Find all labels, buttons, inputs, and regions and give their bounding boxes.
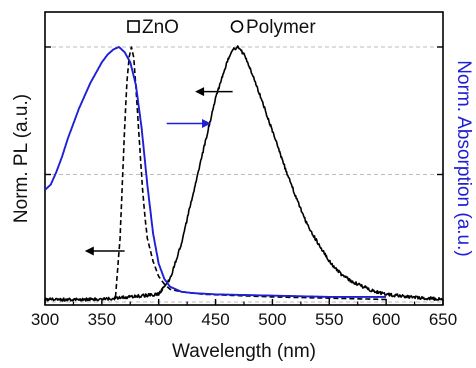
x-tick-label-300: 300 xyxy=(31,310,59,329)
x-tick-label-500: 500 xyxy=(258,310,286,329)
axis-ticks: 300 350 400 450 500 550 600 650 xyxy=(31,46,457,329)
y-axis-right-title: Norm. Absorption (a.u.) xyxy=(453,60,474,256)
legend-polymer-label: Polymer xyxy=(246,17,316,38)
arrow-left-head-0 xyxy=(195,87,205,97)
x-axis-title: Wavelength (nm) xyxy=(172,341,316,362)
arrow-left-head-2 xyxy=(84,246,94,256)
series-line-1 xyxy=(44,45,444,302)
data-series xyxy=(44,45,444,302)
series-line-0 xyxy=(114,46,387,301)
axis-arrows xyxy=(84,87,233,256)
arrow-right-head-1 xyxy=(202,119,212,128)
legend-zno-label: ZnO xyxy=(142,17,179,38)
x-tick-label-450: 450 xyxy=(201,310,229,329)
plot-frame xyxy=(44,11,444,306)
x-tick-label-550: 550 xyxy=(315,310,343,329)
legend-polymer-circle-icon xyxy=(230,20,244,33)
x-tick-label-400: 400 xyxy=(145,310,173,329)
y-axis-left-title: Norm. PL (a.u.) xyxy=(11,94,32,223)
x-tick-label-350: 350 xyxy=(88,310,116,329)
x-tick-label-650: 650 xyxy=(429,310,457,329)
gridlines xyxy=(45,46,443,303)
legend: ZnO Polymer xyxy=(127,17,316,38)
legend-zno-square-icon xyxy=(127,20,140,33)
x-tick-label-600: 600 xyxy=(372,310,400,329)
series-line-2 xyxy=(44,46,387,298)
